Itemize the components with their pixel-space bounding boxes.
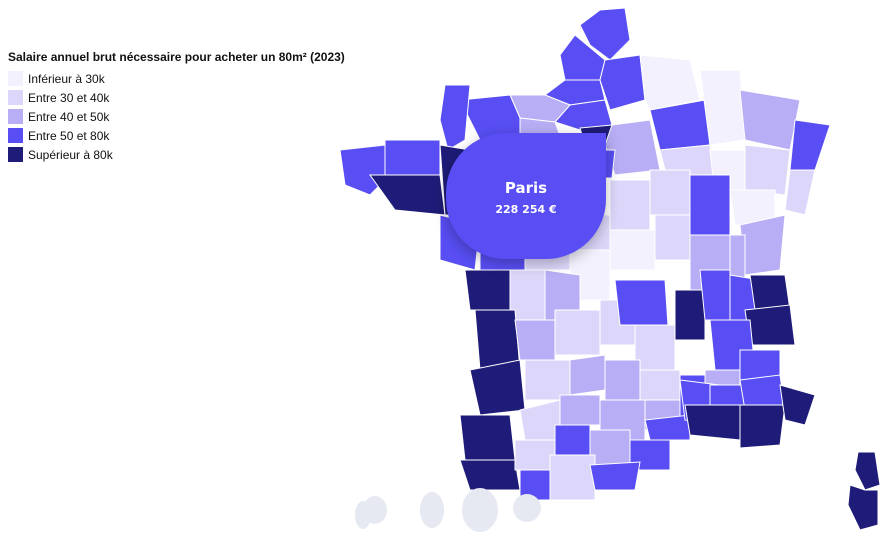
legend-label: Supérieur à 80k: [28, 147, 113, 162]
department-finistere[interactable]: [339, 144, 386, 196]
department-puy-de-dome[interactable]: [634, 324, 676, 371]
department-vosges[interactable]: [744, 144, 791, 196]
department-yonne[interactable]: [649, 169, 691, 216]
department-corse-du-sud[interactable]: [847, 484, 879, 531]
overseas-martinique[interactable]: [363, 496, 387, 524]
department-moselle[interactable]: [739, 89, 801, 151]
department-haute-loire[interactable]: [639, 369, 681, 401]
legend-label: Entre 30 et 40k: [28, 90, 110, 105]
department-seine-et-marne[interactable]: [604, 119, 661, 176]
legend-swatch: [8, 71, 23, 86]
overseas-guyane[interactable]: [420, 492, 444, 528]
department-bouches-du-rhone[interactable]: [684, 404, 741, 441]
legend-swatch: [8, 147, 23, 162]
department-correze[interactable]: [569, 354, 606, 396]
legend-item: Entre 40 et 50k: [8, 107, 345, 126]
legend-item: Entre 50 et 80k: [8, 126, 345, 145]
overseas-mayotte[interactable]: [513, 494, 541, 522]
legend-label: Entre 50 et 80k: [28, 128, 110, 143]
department-haute-corse[interactable]: [854, 451, 881, 491]
department-gironde[interactable]: [469, 359, 526, 416]
legend-label: Entre 40 et 50k: [28, 109, 110, 124]
department-bas-rhin[interactable]: [789, 119, 831, 171]
department-morbihan[interactable]: [369, 174, 446, 216]
department-vendee[interactable]: [464, 269, 511, 311]
department-alpes-maritimes[interactable]: [779, 384, 816, 426]
legend-title: Salaire annuel brut nécessaire pour ache…: [8, 50, 345, 64]
department-calvados[interactable]: [459, 94, 521, 146]
department-gers[interactable]: [514, 439, 556, 471]
department-loire[interactable]: [674, 289, 706, 341]
legend-item: Supérieur à 80k: [8, 145, 345, 164]
department-allier[interactable]: [614, 279, 669, 326]
department-lot-et-garonne[interactable]: [519, 399, 561, 441]
department-nievre[interactable]: [654, 214, 691, 261]
legend-swatch: [8, 128, 23, 143]
department-lot[interactable]: [559, 394, 601, 426]
department-charente[interactable]: [514, 319, 556, 361]
department-tarn-et-garonne[interactable]: [554, 424, 591, 456]
department-pyrenees-atlantiques[interactable]: [459, 459, 521, 491]
department-tarn[interactable]: [589, 429, 631, 466]
legend-label: Inférieur à 30k: [28, 71, 105, 86]
department-cher[interactable]: [609, 229, 656, 271]
department-savoie[interactable]: [744, 304, 796, 346]
department-ardennes[interactable]: [639, 54, 701, 111]
department-pyrenees-orientales[interactable]: [589, 461, 641, 491]
department-manche[interactable]: [439, 84, 471, 151]
department-var[interactable]: [739, 404, 786, 449]
department-haut-rhin[interactable]: [784, 169, 816, 216]
legend: Salaire annuel brut nécessaire pour ache…: [8, 50, 345, 164]
department-loiret[interactable]: [609, 179, 651, 231]
map-tooltip: Paris 228 254 €: [446, 133, 606, 259]
department-cote-d-or[interactable]: [689, 174, 731, 236]
legend-swatch: [8, 90, 23, 105]
tooltip-title: Paris: [504, 179, 548, 197]
department-cantal[interactable]: [604, 359, 641, 401]
legend-swatch: [8, 109, 23, 124]
department-doubs[interactable]: [739, 214, 786, 276]
department-dordogne[interactable]: [524, 359, 571, 401]
department-herault[interactable]: [644, 414, 691, 441]
legend-item: Entre 30 et 40k: [8, 88, 345, 107]
department-cotes-d-armor[interactable]: [384, 139, 441, 176]
department-haute-garonne[interactable]: [549, 454, 596, 501]
tooltip-value: 228 254 €: [495, 203, 557, 216]
department-haute-vienne[interactable]: [554, 309, 601, 356]
department-aisne[interactable]: [599, 54, 646, 111]
department-landes[interactable]: [459, 414, 516, 461]
department-haute-savoie[interactable]: [749, 274, 791, 311]
department-rhone[interactable]: [699, 269, 731, 321]
overseas-la-reunion[interactable]: [462, 488, 498, 532]
legend-item: Inférieur à 30k: [8, 69, 345, 88]
